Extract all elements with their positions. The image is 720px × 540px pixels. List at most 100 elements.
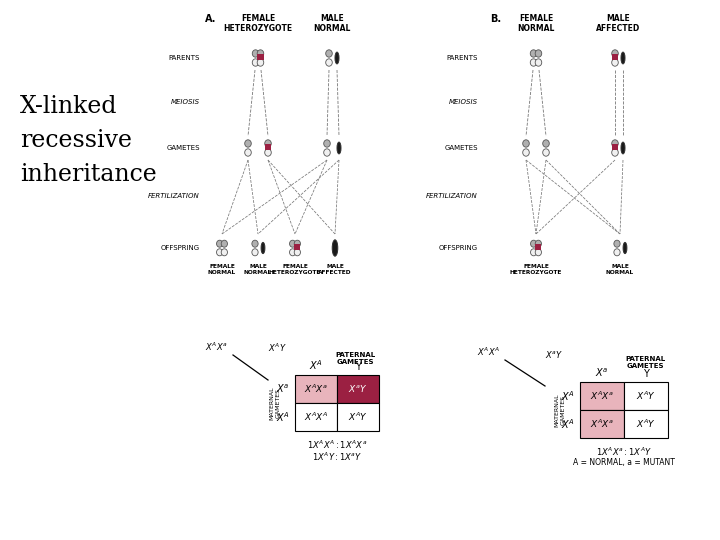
Text: $X^AX^a$: $X^AX^a$ (205, 341, 228, 353)
Text: FEMALE
NORMAL: FEMALE NORMAL (517, 14, 554, 33)
Text: FEMALE
HETEROZYGOTE: FEMALE HETEROZYGOTE (269, 264, 321, 275)
Ellipse shape (257, 59, 264, 66)
Text: GAMETES: GAMETES (166, 145, 200, 151)
Ellipse shape (623, 242, 627, 254)
Text: $X^A$: $X^A$ (309, 358, 323, 372)
Text: $X^A$: $X^A$ (561, 417, 575, 431)
Text: MALE
NORMAL: MALE NORMAL (606, 264, 634, 275)
Ellipse shape (612, 50, 618, 57)
Ellipse shape (530, 50, 537, 57)
Ellipse shape (621, 52, 625, 64)
Ellipse shape (614, 249, 620, 256)
Ellipse shape (245, 140, 251, 147)
Ellipse shape (217, 249, 222, 256)
Bar (624, 410, 668, 438)
Ellipse shape (265, 140, 271, 147)
Bar (535, 244, 541, 249)
Text: FERTILIZATION: FERTILIZATION (148, 193, 200, 199)
Text: GAMETES: GAMETES (444, 145, 478, 151)
Text: MALE
AFFECTED: MALE AFFECTED (596, 14, 640, 33)
Text: FERTILIZATION: FERTILIZATION (426, 193, 478, 199)
Ellipse shape (325, 50, 332, 57)
Ellipse shape (535, 240, 541, 247)
Ellipse shape (252, 59, 258, 66)
Text: $X^A$: $X^A$ (276, 410, 290, 424)
Text: MALE
NORMAL: MALE NORMAL (244, 264, 272, 275)
Ellipse shape (261, 242, 265, 254)
Ellipse shape (543, 149, 549, 156)
Ellipse shape (531, 240, 537, 247)
Text: PARENTS: PARENTS (168, 55, 200, 61)
Text: recessive: recessive (20, 129, 132, 152)
Ellipse shape (324, 140, 330, 147)
Text: MALE
NORMAL: MALE NORMAL (313, 14, 351, 33)
Text: $X^AY$: $X^AY$ (268, 342, 287, 354)
Bar (257, 54, 264, 60)
Text: $1X^AY : 1X^aY$: $1X^AY : 1X^aY$ (312, 451, 362, 463)
Text: MEIOSIS: MEIOSIS (171, 99, 200, 105)
Text: $X^AX^A$: $X^AX^A$ (304, 411, 328, 423)
Ellipse shape (217, 240, 222, 247)
Text: $X^AY$: $X^AY$ (636, 390, 656, 402)
Ellipse shape (612, 149, 618, 156)
Ellipse shape (523, 149, 529, 156)
Ellipse shape (252, 249, 258, 256)
Ellipse shape (612, 59, 618, 66)
Text: B.: B. (490, 14, 501, 24)
Text: $X^AX^a$: $X^AX^a$ (304, 383, 328, 395)
Text: FEMALE
HETEROZYGOTE: FEMALE HETEROZYGOTE (223, 14, 292, 33)
Text: A = NORMAL, a = MUTANT: A = NORMAL, a = MUTANT (573, 458, 675, 467)
Text: FEMALE
HETEROZYGOTE: FEMALE HETEROZYGOTE (510, 264, 562, 275)
Text: MEIOSIS: MEIOSIS (449, 99, 478, 105)
Text: X-linked: X-linked (20, 95, 117, 118)
Ellipse shape (221, 240, 228, 247)
Text: $X^AX^a$: $X^AX^a$ (590, 418, 614, 430)
Ellipse shape (294, 249, 300, 256)
Text: PATERNAL
GAMETES: PATERNAL GAMETES (335, 352, 375, 365)
Text: $X^a$: $X^a$ (276, 383, 290, 395)
Bar (580, 410, 624, 438)
Text: OFFSPRING: OFFSPRING (161, 245, 200, 251)
Text: $X^A$: $X^A$ (561, 389, 575, 403)
Ellipse shape (289, 249, 296, 256)
Ellipse shape (289, 240, 296, 247)
Text: MATERNAL
GAMETES: MATERNAL GAMETES (269, 386, 280, 420)
Ellipse shape (252, 240, 258, 247)
Bar (295, 403, 337, 431)
Text: FEMALE
NORMAL: FEMALE NORMAL (208, 264, 236, 275)
Bar (337, 403, 379, 431)
Ellipse shape (221, 249, 228, 256)
Ellipse shape (294, 240, 300, 247)
Bar (624, 382, 668, 410)
Text: $X^aY$: $X^aY$ (348, 383, 368, 395)
Ellipse shape (535, 249, 541, 256)
Ellipse shape (531, 249, 537, 256)
Text: A.: A. (205, 14, 217, 24)
Text: $X^AY$: $X^AY$ (348, 411, 368, 423)
Ellipse shape (523, 140, 529, 147)
Text: OFFSPRING: OFFSPRING (439, 245, 478, 251)
Ellipse shape (335, 52, 339, 64)
Ellipse shape (535, 50, 541, 57)
Ellipse shape (621, 142, 625, 154)
Ellipse shape (535, 59, 541, 66)
Text: Y: Y (355, 362, 361, 372)
Text: $X^AX^a$: $X^AX^a$ (590, 390, 614, 402)
Text: PATERNAL
GAMETES: PATERNAL GAMETES (625, 356, 665, 369)
Text: MATERNAL
GAMETES: MATERNAL GAMETES (554, 393, 565, 427)
Ellipse shape (257, 50, 264, 57)
Text: PARENTS: PARENTS (446, 55, 478, 61)
Text: $X^a$: $X^a$ (595, 367, 609, 379)
Text: $X^aY$: $X^aY$ (545, 349, 563, 360)
Bar (612, 144, 618, 150)
Text: MALE
AFFECTED: MALE AFFECTED (318, 264, 352, 275)
Text: $1X^AX^A : 1X^AX^a$: $1X^AX^A : 1X^AX^a$ (307, 439, 367, 451)
Ellipse shape (325, 59, 332, 66)
Bar (265, 144, 271, 150)
Bar (612, 54, 618, 60)
Bar (294, 244, 300, 249)
Text: $X^AX^A$: $X^AX^A$ (477, 346, 500, 358)
Ellipse shape (245, 149, 251, 156)
Ellipse shape (612, 140, 618, 147)
Ellipse shape (337, 142, 341, 154)
